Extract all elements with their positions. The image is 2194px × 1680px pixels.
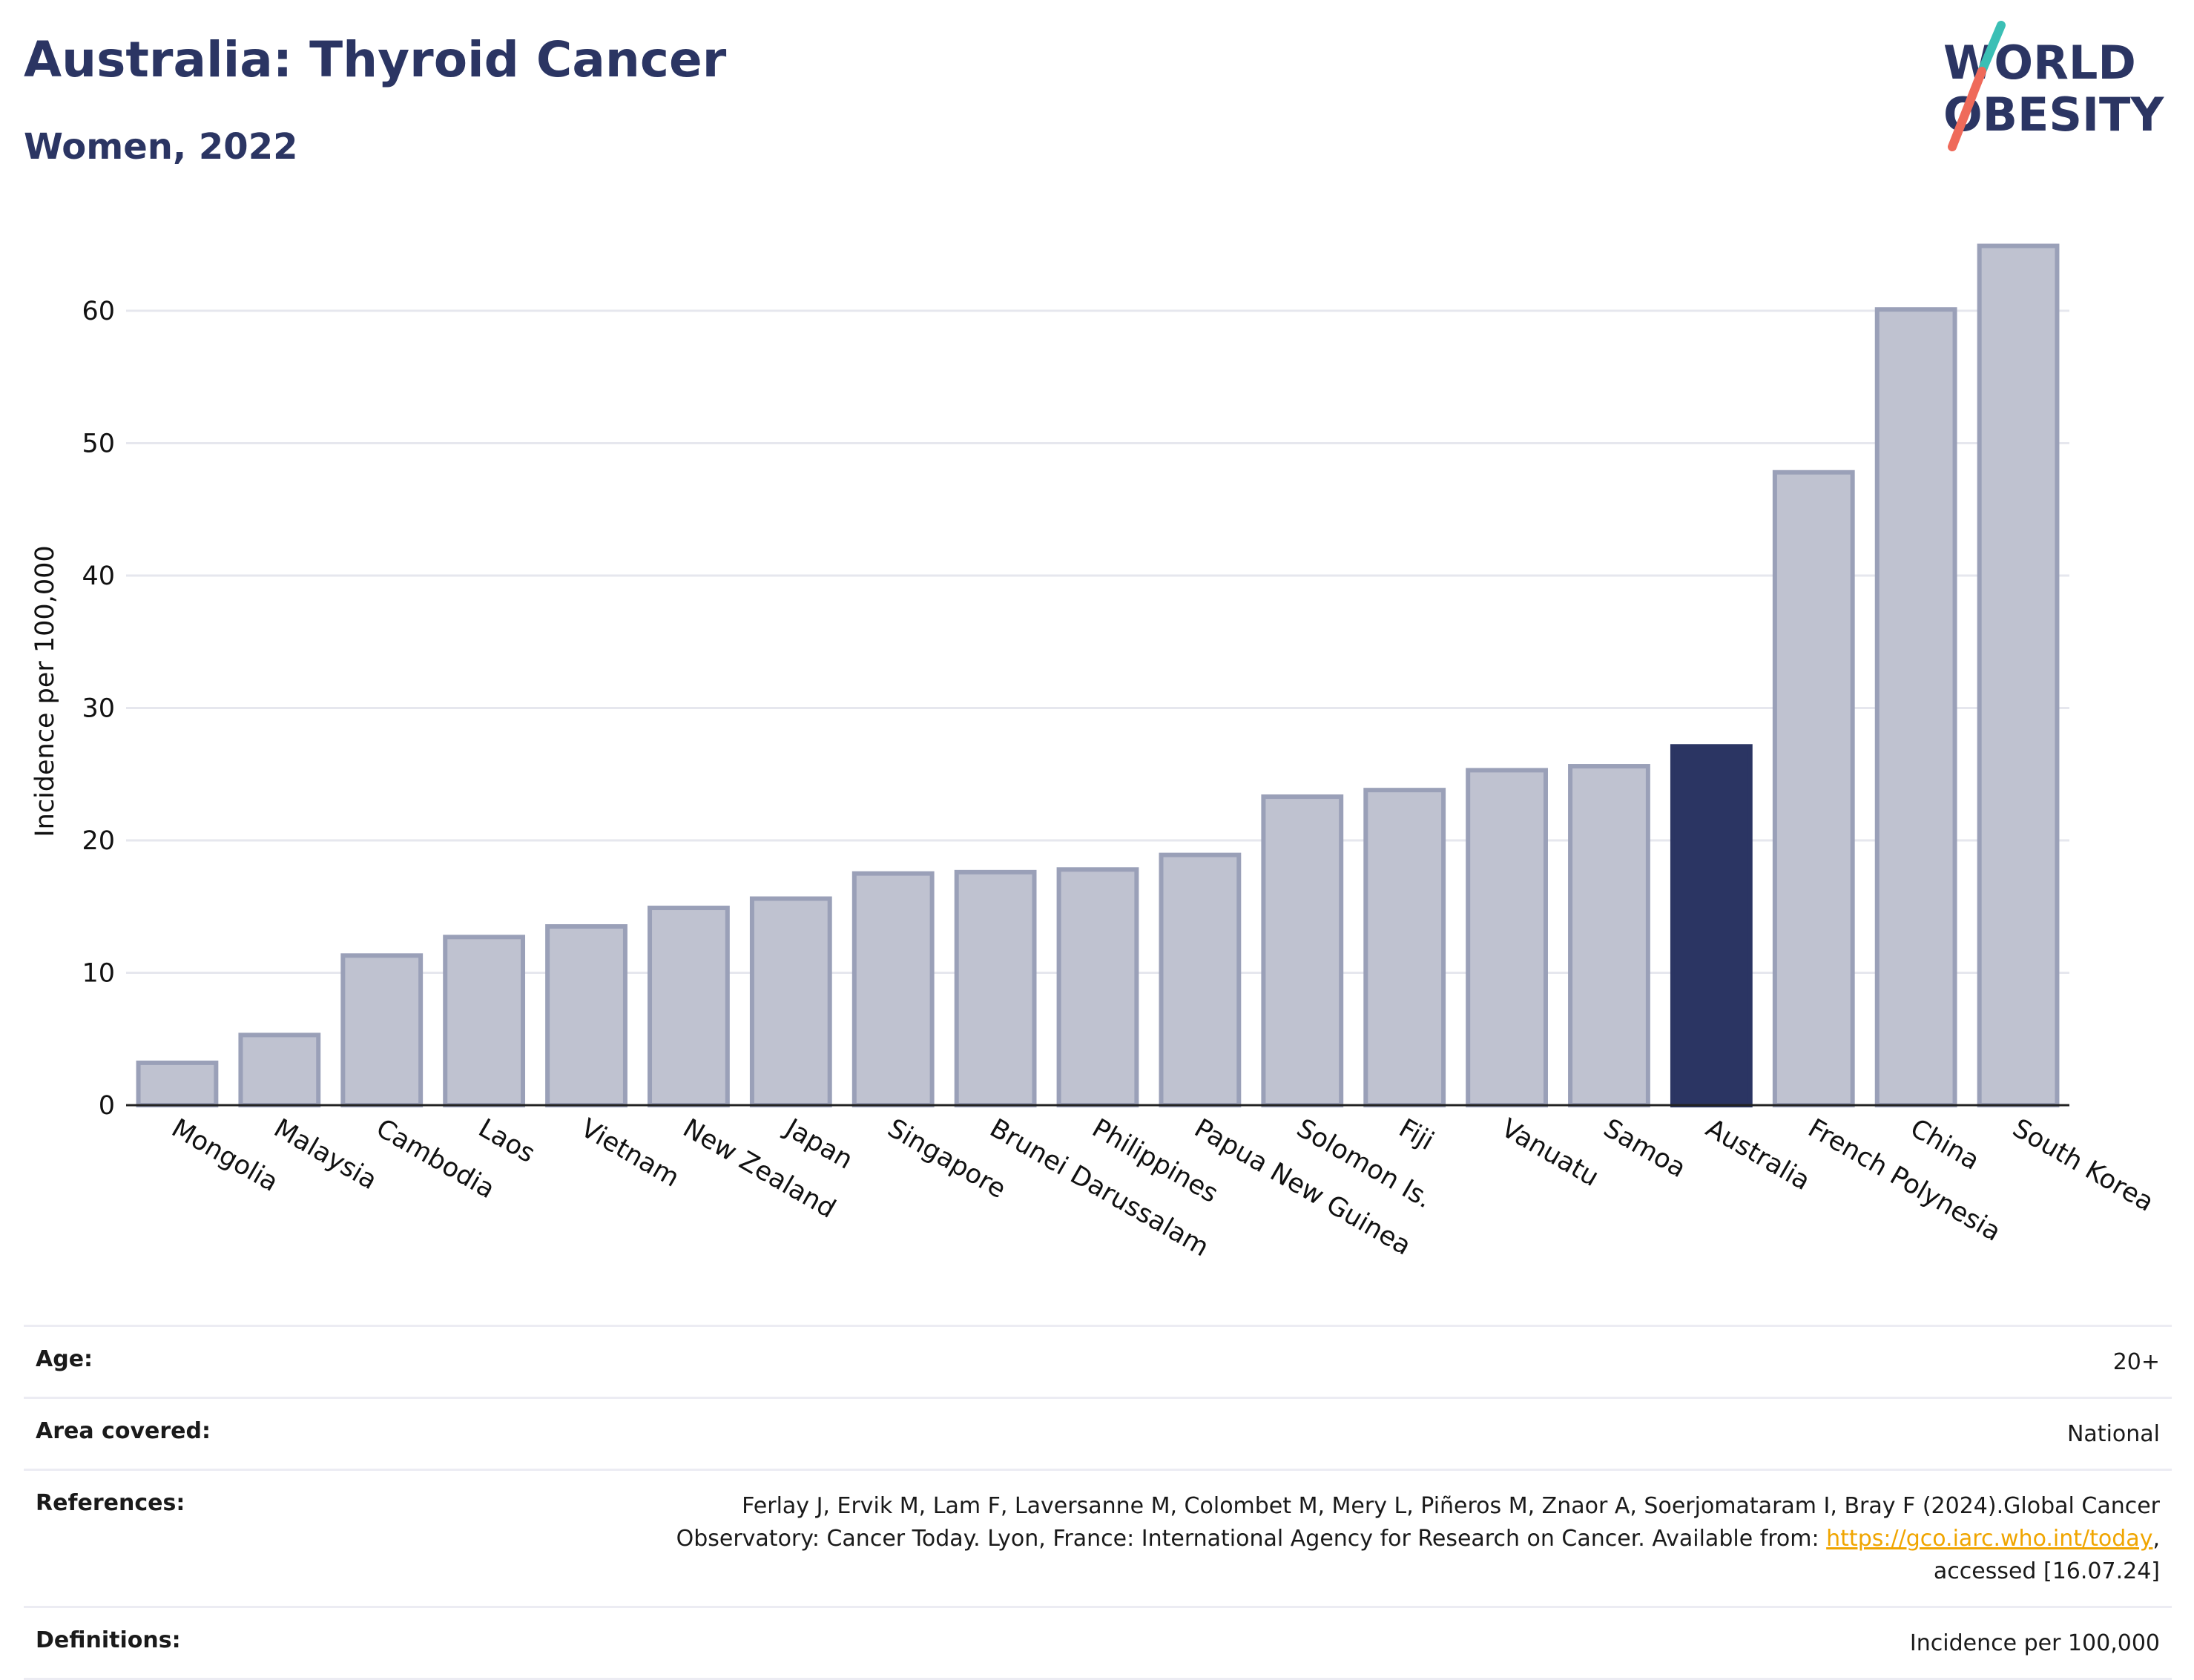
bar	[954, 869, 1037, 1107]
references-text-4: accessed [16.07.24]	[1933, 1558, 2160, 1584]
x-tick-label: Laos	[473, 1113, 540, 1169]
bar	[1568, 764, 1650, 1108]
x-tick-label: China	[1905, 1113, 1985, 1176]
x-tick-label: Australia	[1701, 1113, 1815, 1196]
logo-coral-slash	[1948, 67, 1986, 151]
y-tick-label: 10	[82, 959, 115, 989]
bar	[1874, 307, 1957, 1108]
bar	[340, 953, 424, 1108]
bar	[1056, 867, 1139, 1108]
references-text-2: Observatory: Cancer Today. Lyon, France:…	[676, 1526, 1827, 1552]
x-tick-label: Samoa	[1598, 1113, 1690, 1184]
x-tick-label: French Polynesia	[1803, 1113, 2006, 1248]
x-tick-label: Malaysia	[269, 1113, 381, 1196]
world-obesity-logo: WORLD OBESITY	[1943, 21, 2164, 151]
y-tick-label: 20	[82, 826, 115, 856]
bar	[136, 1060, 219, 1108]
bars	[136, 243, 2060, 1108]
references-row: References: Ferlay J, Ervik M, Lam F, La…	[24, 1469, 2172, 1606]
y-tick-label: 30	[82, 694, 115, 724]
x-tick-label: Vietnam	[576, 1113, 684, 1193]
definitions-label: Definitions:	[36, 1627, 181, 1653]
bar	[851, 871, 935, 1107]
y-tick-label: 50	[82, 429, 115, 459]
bar	[1363, 788, 1446, 1108]
bar	[749, 896, 832, 1108]
age-row: Age: 20+	[24, 1325, 2172, 1397]
x-tick-label: Fiji	[1394, 1113, 1439, 1156]
bar	[1772, 470, 1855, 1107]
definitions-row: Definitions: Incidence per 100,000	[24, 1606, 2172, 1680]
definitions-value: Incidence per 100,000	[1909, 1630, 2160, 1656]
bar	[443, 935, 526, 1108]
references-label: References:	[36, 1490, 185, 1516]
bar	[545, 924, 627, 1108]
bar	[1466, 768, 1548, 1108]
y-tick-labels: 0 10 20 30 40 50 60	[82, 297, 115, 1121]
bar	[1159, 852, 1242, 1107]
bar	[1261, 794, 1344, 1107]
x-tick-label: Mongolia	[166, 1113, 283, 1198]
x-tick-label: South Korea	[2008, 1113, 2159, 1218]
references-link[interactable]: https://gco.iarc.who.int/today	[1826, 1526, 2153, 1552]
y-axis-label: Incidence per 100,000	[30, 545, 60, 837]
area-value: National	[2066, 1421, 2160, 1447]
bar	[648, 906, 730, 1108]
logo-teal-slash	[1977, 21, 2006, 76]
references-text-3: ,	[2152, 1526, 2160, 1552]
references-value: Ferlay J, Ervik M, Lam F, Laversanne M, …	[229, 1490, 2160, 1588]
age-value: 20+	[2112, 1349, 2160, 1375]
area-row: Area covered: National	[24, 1397, 2172, 1469]
bar-highlight	[1670, 744, 1753, 1107]
y-tick-label: 60	[82, 297, 115, 326]
chart-subtitle: Women, 2022	[24, 126, 298, 168]
bar	[238, 1032, 321, 1108]
x-tick-label: Japan	[779, 1113, 857, 1175]
logo-text-obesity: OBESITY	[1943, 88, 2164, 142]
age-label: Age:	[36, 1346, 93, 1372]
bar	[1977, 243, 2060, 1107]
area-label: Area covered:	[36, 1418, 211, 1444]
chart-title: Australia: Thyroid Cancer	[24, 31, 727, 88]
y-tick-label: 40	[82, 561, 115, 591]
info-table: Age: 20+ Area covered: National Referenc…	[24, 1325, 2172, 1680]
references-text-1: Ferlay J, Ervik M, Lam F, Laversanne M, …	[742, 1493, 2160, 1519]
x-tick-label: Vanuatu	[1496, 1113, 1604, 1193]
y-tick-label: 0	[99, 1091, 115, 1121]
